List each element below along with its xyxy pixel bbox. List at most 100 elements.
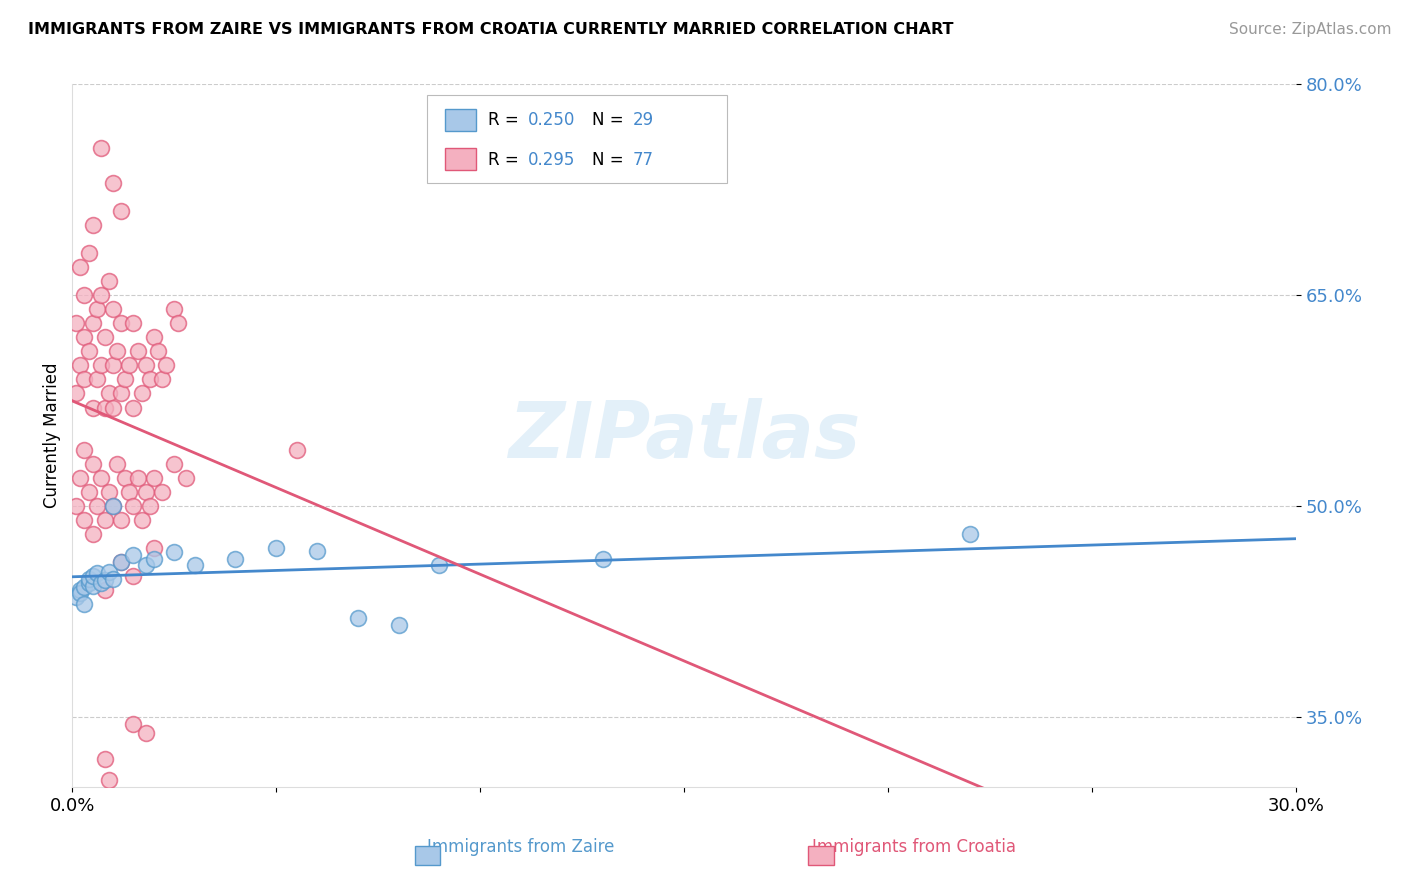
Point	[959, 527, 981, 541]
Point	[69, 359, 91, 373]
Point	[163, 545, 186, 559]
FancyBboxPatch shape	[446, 148, 477, 170]
Point	[82, 316, 104, 330]
Point	[110, 555, 132, 569]
Point	[101, 359, 124, 373]
Point	[110, 555, 132, 569]
Point	[94, 513, 117, 527]
Point	[110, 203, 132, 218]
Point	[105, 344, 128, 359]
Point	[77, 246, 100, 260]
Point	[82, 527, 104, 541]
Point	[114, 372, 136, 386]
Point	[94, 752, 117, 766]
Point	[101, 176, 124, 190]
Point	[427, 558, 450, 572]
Point	[90, 141, 112, 155]
Point	[86, 566, 108, 581]
Point	[146, 344, 169, 359]
Point	[73, 330, 96, 344]
Point	[122, 716, 145, 731]
Point	[285, 442, 308, 457]
Point	[592, 552, 614, 566]
Point	[65, 386, 87, 401]
Point	[82, 218, 104, 232]
Point	[138, 372, 160, 386]
Point	[90, 576, 112, 591]
Point	[73, 513, 96, 527]
Point	[94, 330, 117, 344]
Point	[82, 457, 104, 471]
Point	[163, 302, 186, 317]
Text: Immigrants from Zaire: Immigrants from Zaire	[426, 838, 614, 855]
Point	[65, 499, 87, 513]
Text: 0.295: 0.295	[527, 152, 575, 169]
Point	[110, 513, 132, 527]
Point	[346, 611, 368, 625]
Point	[122, 569, 145, 583]
Point	[122, 548, 145, 562]
Point	[90, 359, 112, 373]
Text: 0.250: 0.250	[527, 111, 575, 128]
Point	[118, 484, 141, 499]
Text: ZIPatlas: ZIPatlas	[508, 398, 860, 474]
Text: R =: R =	[488, 111, 524, 128]
Point	[150, 484, 173, 499]
Point	[387, 618, 409, 632]
Point	[97, 484, 120, 499]
Point	[69, 471, 91, 485]
Point	[135, 558, 157, 572]
Point	[97, 772, 120, 787]
Point	[90, 471, 112, 485]
Point	[163, 457, 186, 471]
Point	[131, 386, 153, 401]
Point	[142, 552, 165, 566]
Point	[135, 484, 157, 499]
Point	[97, 274, 120, 288]
Point	[122, 401, 145, 415]
Point	[138, 499, 160, 513]
Point	[65, 590, 87, 604]
Point	[110, 386, 132, 401]
Point	[82, 401, 104, 415]
Point	[131, 513, 153, 527]
Point	[167, 316, 190, 330]
Point	[73, 442, 96, 457]
Point	[101, 401, 124, 415]
Point	[127, 344, 149, 359]
Point	[305, 544, 328, 558]
Point	[86, 499, 108, 513]
Point	[69, 260, 91, 274]
FancyBboxPatch shape	[427, 95, 727, 183]
Point	[122, 316, 145, 330]
Point	[82, 579, 104, 593]
Point	[73, 597, 96, 611]
Text: IMMIGRANTS FROM ZAIRE VS IMMIGRANTS FROM CROATIA CURRENTLY MARRIED CORRELATION C: IMMIGRANTS FROM ZAIRE VS IMMIGRANTS FROM…	[28, 22, 953, 37]
Point	[69, 583, 91, 598]
Point	[94, 583, 117, 598]
Point	[65, 316, 87, 330]
Text: 77: 77	[633, 152, 654, 169]
Point	[142, 330, 165, 344]
Point	[69, 586, 91, 600]
Point	[77, 572, 100, 586]
Point	[97, 565, 120, 579]
FancyBboxPatch shape	[446, 109, 477, 131]
Point	[94, 401, 117, 415]
Text: 29: 29	[633, 111, 654, 128]
Point	[135, 726, 157, 740]
Point	[105, 457, 128, 471]
Point	[77, 484, 100, 499]
Point	[101, 499, 124, 513]
Text: R =: R =	[488, 152, 524, 169]
Point	[86, 302, 108, 317]
Point	[94, 574, 117, 588]
Point	[135, 359, 157, 373]
Point	[101, 572, 124, 586]
Point	[142, 541, 165, 555]
Text: Immigrants from Croatia: Immigrants from Croatia	[811, 838, 1017, 855]
Point	[150, 372, 173, 386]
Text: N =: N =	[592, 152, 630, 169]
Point	[110, 316, 132, 330]
Point	[77, 344, 100, 359]
